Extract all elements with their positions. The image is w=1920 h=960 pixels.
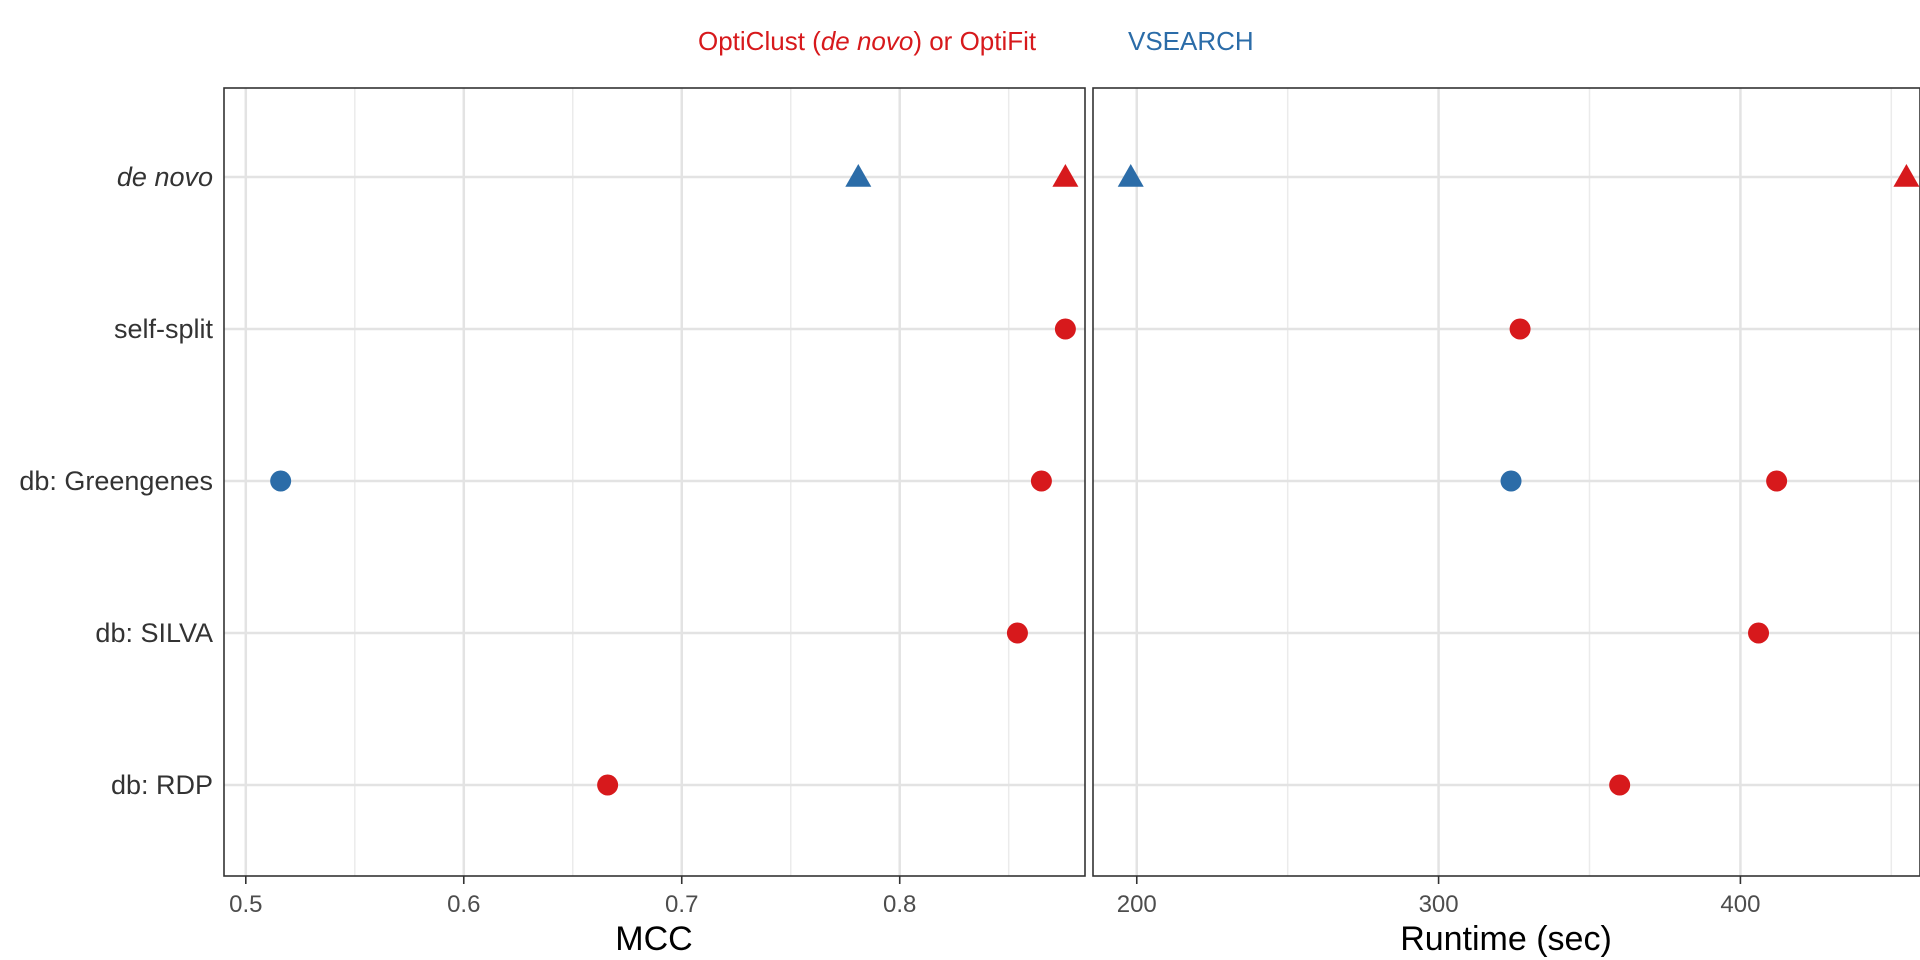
- panel-border: [1092, 87, 1920, 877]
- legend-entry-text: de novo: [821, 26, 914, 56]
- x-tick-label: 400: [1720, 891, 1760, 918]
- data-point-circle: [1500, 470, 1522, 492]
- data-point-circle: [1054, 318, 1076, 340]
- x-tick-label: 200: [1117, 891, 1157, 918]
- data-point-circle: [1766, 470, 1788, 492]
- data-point-circle: [1509, 318, 1531, 340]
- data-point-triangle: [845, 164, 872, 187]
- data-point-triangle: [1893, 164, 1920, 187]
- legend-entry-1: VSEARCH: [1128, 26, 1254, 56]
- panel-1: 0.5 0.6 0.7 0.8 MCC: [223, 87, 1086, 958]
- legend-entry-0: OptiClust (de novo) or OptiFit: [698, 26, 1037, 56]
- panel-border: [223, 87, 1086, 877]
- data-point-triangle: [1052, 164, 1079, 187]
- x-axis-title: Runtime (sec): [1400, 920, 1612, 958]
- category-label: de novo: [117, 162, 213, 192]
- x-tick-label: 0.5: [229, 891, 262, 918]
- x-tick-label: 0.8: [883, 891, 916, 918]
- x-axis-title: MCC: [615, 920, 692, 958]
- x-tick-label: 0.7: [665, 891, 698, 918]
- panel-2: 200 300 400 Runtime (sec): [1092, 87, 1920, 958]
- legend: OptiClust (de novo) or OptiFit VSEARCH: [698, 26, 1254, 56]
- category-label: db: RDP: [111, 770, 213, 800]
- x-tick-label: 0.6: [447, 891, 480, 918]
- data-point-circle: [597, 774, 619, 796]
- category-label: db: SILVA: [95, 618, 213, 648]
- data-point-circle: [270, 470, 292, 492]
- legend-entry-text: OptiClust (: [698, 26, 821, 56]
- legend-entry-text: ) or OptiFit: [913, 26, 1037, 56]
- data-point-circle: [1030, 470, 1052, 492]
- data-point-circle: [1748, 622, 1770, 644]
- x-tick-label: 300: [1419, 891, 1459, 918]
- data-point-circle: [1006, 622, 1028, 644]
- data-point-circle: [1609, 774, 1631, 796]
- legend-entry-text: VSEARCH: [1128, 26, 1254, 56]
- category-label: db: Greengenes: [19, 466, 213, 496]
- category-label: self-split: [114, 314, 214, 344]
- data-point-triangle: [1117, 164, 1144, 187]
